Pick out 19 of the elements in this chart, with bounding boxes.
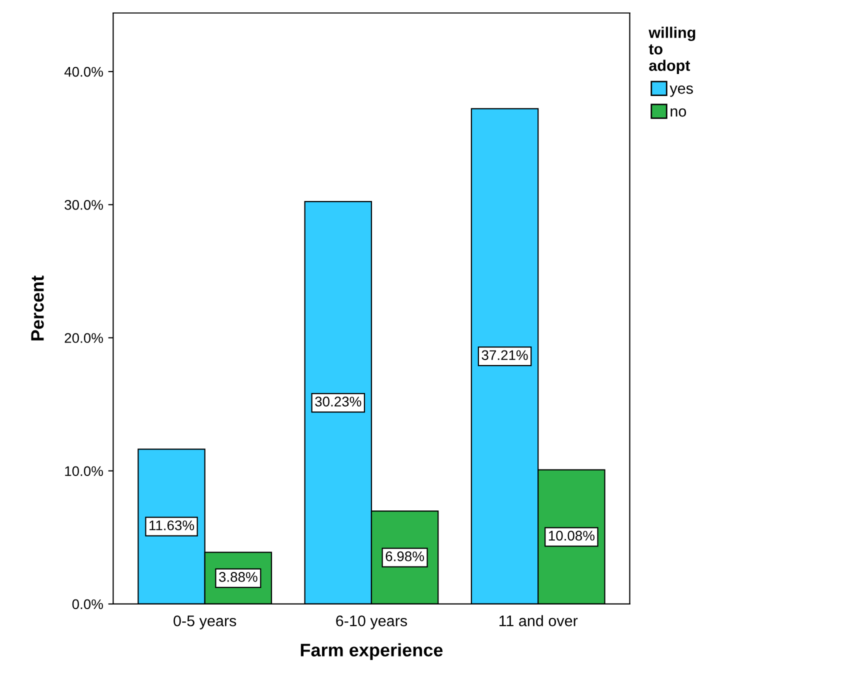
- y-tick-label: 0.0%: [72, 599, 103, 610]
- data-label: 30.23%: [315, 396, 362, 407]
- x-axis-title: Farm experience: [300, 643, 443, 660]
- y-tick-label: 40.0%: [64, 66, 103, 77]
- y-tick-label: 10.0%: [65, 466, 103, 476]
- y-axis-title: Percent: [31, 276, 44, 340]
- legend-label: no: [670, 108, 686, 117]
- data-label: 3.88%: [218, 572, 258, 582]
- x-tick-label: 0-5 years: [174, 615, 236, 630]
- data-label: 37.21%: [482, 350, 528, 360]
- legend-title: willing to adopt: [648, 26, 696, 74]
- data-label: 11.63%: [150, 520, 194, 530]
- legend-label: yes: [670, 85, 693, 97]
- x-tick-label: 6-10 years: [336, 615, 408, 630]
- y-tick-label: 30.0%: [64, 200, 103, 210]
- data-label: 6.98%: [386, 551, 424, 562]
- data-label: 10.08%: [548, 530, 594, 541]
- y-tick-label: 20.0%: [64, 333, 103, 343]
- x-tick-label: 11 and over: [499, 615, 578, 626]
